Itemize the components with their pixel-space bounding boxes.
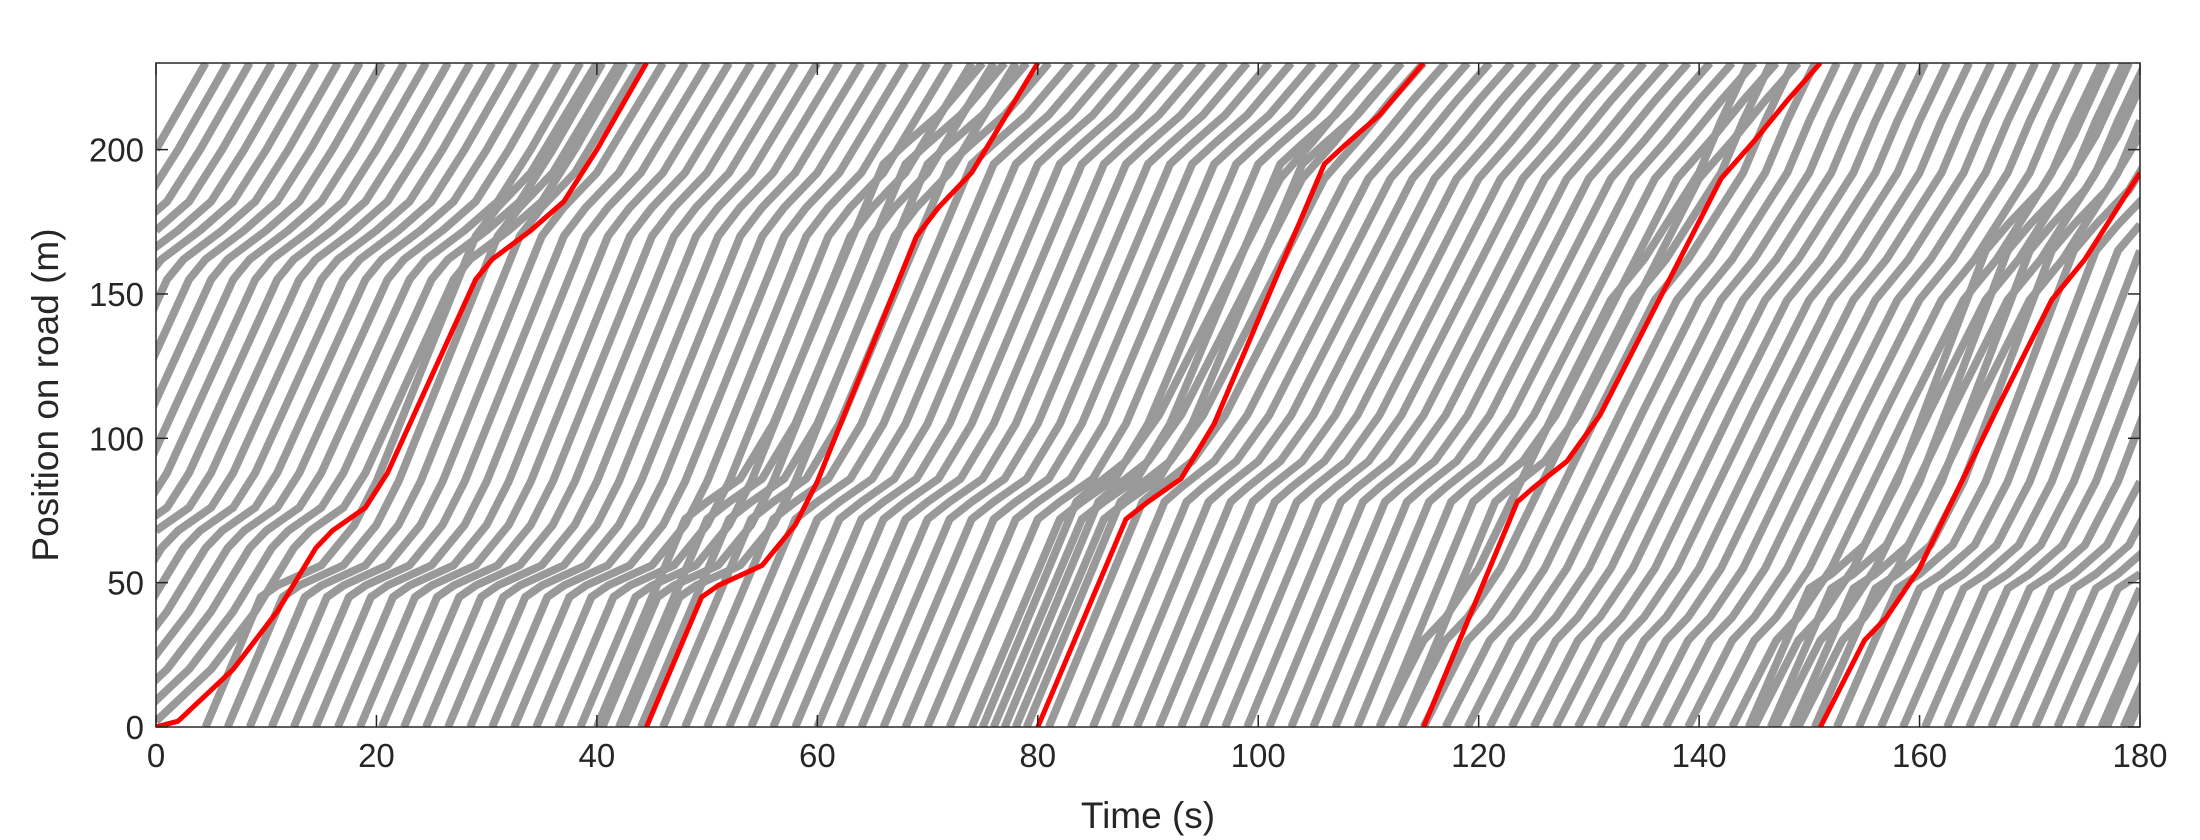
trajectory [156,63,2140,727]
x-tick-label: 140 [1672,737,1727,774]
trajectory [156,63,2140,727]
x-tick-label: 20 [358,737,395,774]
y-tick-label: 0 [126,709,144,746]
x-tick-label: 180 [2112,737,2167,774]
trajectory [156,63,2140,727]
y-tick-label: 150 [89,276,144,313]
trajectory [156,63,2140,727]
x-tick-label: 80 [1019,737,1056,774]
highlight-trajectory [156,63,2140,727]
y-tick-label: 100 [89,420,144,457]
y-tick-label: 50 [107,565,144,602]
trajectories [156,63,2140,727]
axes-box [155,62,2141,728]
x-tick-label: 100 [1231,737,1286,774]
trajectory [156,63,2140,727]
trajectory [156,63,2140,727]
x-tick-label: 120 [1451,737,1506,774]
trajectory [156,63,2140,727]
trajectory [156,63,2140,727]
trajectory [156,63,2140,727]
x-tick-label: 0 [147,737,165,774]
trajectory [156,63,2140,727]
trajectory [156,63,2140,727]
x-tick-label: 60 [799,737,836,774]
y-axis-label: Position on road (m) [25,228,66,561]
trajectory [156,63,2140,727]
x-tick-label: 160 [1892,737,1947,774]
trajectory [156,63,2140,727]
trajectory [156,63,2140,727]
x-axis-label: Time (s) [1081,795,1215,836]
x-tick-label: 40 [579,737,616,774]
trajectory [156,63,2140,727]
y-tick-label: 200 [89,132,144,169]
